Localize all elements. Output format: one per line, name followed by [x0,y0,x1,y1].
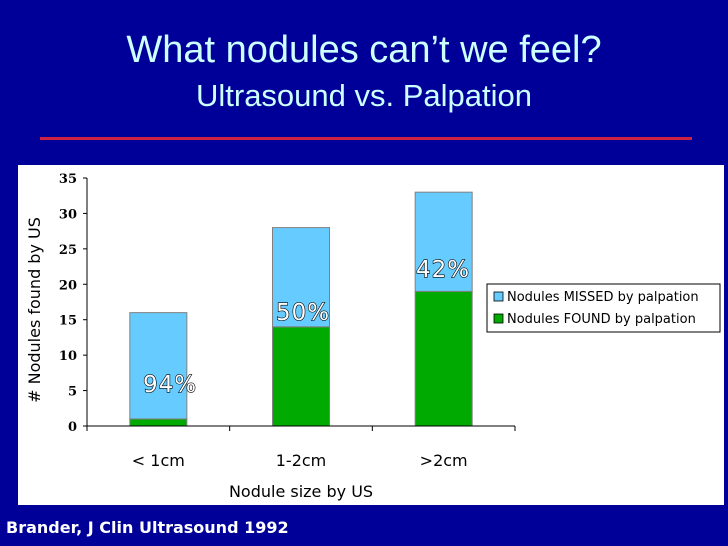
legend-swatch [493,313,504,324]
y-tick-label: 15 [59,314,77,329]
bar-segment-missed [414,191,473,292]
title-divider [40,137,692,140]
bar-annotations: 94% 50% 42% [142,256,470,398]
bar-segment-found [414,290,473,427]
percent-annotation: 50% [276,300,330,326]
y-tick-label: 30 [59,207,77,222]
legend-swatch [493,291,504,302]
x-axis-ticks: < 1cm 1-2cm >2cm [86,426,516,470]
source-citation: Brander, J Clin Ultrasound 1992 [6,518,289,537]
bars [129,191,473,427]
bar-segment-missed [272,227,330,328]
legend-box [486,283,721,333]
bar-segment-found [129,418,188,427]
percent-annotation: 94% [143,372,197,398]
percent-annotation: 42% [416,257,470,283]
bar-segment-missed [129,312,188,420]
y-axis-ticks: 0 5 10 15 20 25 30 35 [59,172,87,435]
y-axis-label: # Nodules found by US [25,217,44,403]
legend-label: Nodules MISSED by palpation [507,290,699,305]
slide-title: What nodules can’t we feel? [126,29,602,71]
x-tick-label: >2cm [420,451,468,470]
y-tick-label: 0 [68,420,77,435]
y-tick-label: 25 [59,243,77,258]
y-tick-label: 5 [68,385,77,400]
y-tick-label: 35 [59,172,77,187]
x-tick-label: < 1cm [132,451,185,470]
slide-subtitle-text: Ultrasound vs. Palpation [195,78,533,113]
y-tick-label: 20 [59,278,77,293]
chart-area-background [18,165,724,505]
legend-label: Nodules FOUND by palpation [507,312,696,327]
slide-subtitle: Ultrasound vs. Palpation [0,78,728,114]
x-axis-label: Nodule size by US [229,482,373,501]
bar-segment-found [272,326,330,427]
legend: Nodules MISSED by palpation Nodules FOUND… [486,283,721,333]
y-tick-label: 10 [59,349,77,364]
x-tick-label: 1-2cm [276,451,327,470]
